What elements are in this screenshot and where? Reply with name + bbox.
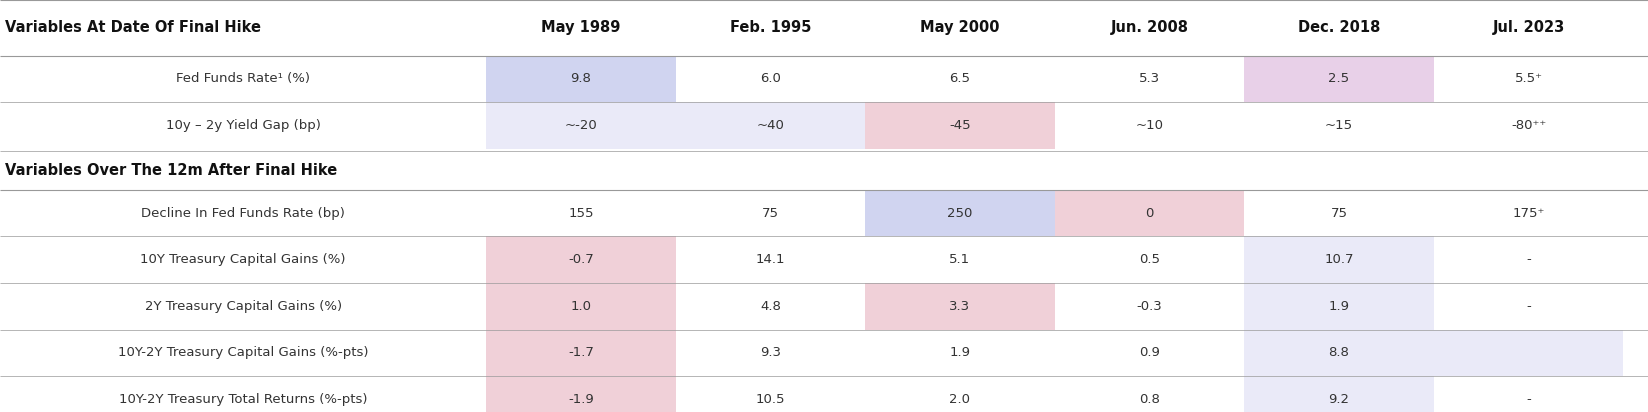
Text: 3.3: 3.3 bbox=[949, 300, 971, 313]
Text: 0.5: 0.5 bbox=[1139, 253, 1160, 266]
Text: 75: 75 bbox=[1330, 207, 1348, 220]
Text: -1.9: -1.9 bbox=[569, 393, 593, 406]
Bar bbox=[865, 190, 1055, 236]
Text: 2Y Treasury Capital Gains (%): 2Y Treasury Capital Gains (%) bbox=[145, 300, 341, 313]
Text: -45: -45 bbox=[949, 119, 971, 132]
Text: 5.5⁺: 5.5⁺ bbox=[1515, 73, 1543, 85]
Text: 5.3: 5.3 bbox=[1139, 73, 1160, 85]
Text: ~-20: ~-20 bbox=[565, 119, 597, 132]
Bar bbox=[1244, 56, 1434, 102]
Text: Decline In Fed Funds Rate (bp): Decline In Fed Funds Rate (bp) bbox=[142, 207, 344, 220]
Text: 8.8: 8.8 bbox=[1328, 346, 1350, 359]
Text: Variables At Date Of Final Hike: Variables At Date Of Final Hike bbox=[5, 20, 260, 35]
Bar bbox=[1244, 330, 1434, 376]
Bar bbox=[486, 102, 676, 149]
Text: Dec. 2018: Dec. 2018 bbox=[1299, 20, 1379, 35]
Text: -1.7: -1.7 bbox=[569, 346, 593, 359]
Text: May 2000: May 2000 bbox=[920, 20, 1000, 35]
Text: 0.8: 0.8 bbox=[1139, 393, 1160, 406]
Text: 9.8: 9.8 bbox=[570, 73, 592, 85]
Text: 1.9: 1.9 bbox=[949, 346, 971, 359]
Text: 10Y-2Y Treasury Capital Gains (%-pts): 10Y-2Y Treasury Capital Gains (%-pts) bbox=[117, 346, 369, 359]
Text: 14.1: 14.1 bbox=[756, 253, 784, 266]
Text: 6.5: 6.5 bbox=[949, 73, 971, 85]
Text: May 1989: May 1989 bbox=[541, 20, 621, 35]
Text: 10Y-2Y Treasury Total Returns (%-pts): 10Y-2Y Treasury Total Returns (%-pts) bbox=[119, 393, 368, 406]
Text: Jul. 2023: Jul. 2023 bbox=[1493, 20, 1564, 35]
Bar bbox=[486, 330, 676, 376]
Bar bbox=[865, 283, 1055, 330]
Text: -0.7: -0.7 bbox=[569, 253, 593, 266]
Bar bbox=[486, 376, 676, 412]
Text: 10Y Treasury Capital Gains (%): 10Y Treasury Capital Gains (%) bbox=[140, 253, 346, 266]
Text: 9.2: 9.2 bbox=[1328, 393, 1350, 406]
Text: 6.0: 6.0 bbox=[760, 73, 781, 85]
Text: 75: 75 bbox=[761, 207, 780, 220]
Bar bbox=[486, 283, 676, 330]
Text: 10y – 2y Yield Gap (bp): 10y – 2y Yield Gap (bp) bbox=[166, 119, 320, 132]
Text: -: - bbox=[1526, 300, 1531, 313]
Text: -: - bbox=[1526, 393, 1531, 406]
Text: ~40: ~40 bbox=[756, 119, 784, 132]
Text: 0: 0 bbox=[1145, 207, 1154, 220]
Bar bbox=[1434, 330, 1623, 376]
Text: 2.0: 2.0 bbox=[949, 393, 971, 406]
Text: ~10: ~10 bbox=[1135, 119, 1163, 132]
Text: 10.7: 10.7 bbox=[1325, 253, 1353, 266]
Text: -80⁺⁺: -80⁺⁺ bbox=[1511, 119, 1546, 132]
Bar bbox=[865, 102, 1055, 149]
Bar bbox=[676, 102, 865, 149]
Text: 10.5: 10.5 bbox=[756, 393, 784, 406]
Bar bbox=[1055, 190, 1244, 236]
Text: Feb. 1995: Feb. 1995 bbox=[730, 20, 811, 35]
Text: 175⁺: 175⁺ bbox=[1513, 207, 1544, 220]
Text: 1.9: 1.9 bbox=[1328, 300, 1350, 313]
Bar bbox=[1244, 376, 1434, 412]
Text: 4.8: 4.8 bbox=[760, 300, 781, 313]
Text: Fed Funds Rate¹ (%): Fed Funds Rate¹ (%) bbox=[176, 73, 310, 85]
Text: Jun. 2008: Jun. 2008 bbox=[1111, 20, 1188, 35]
Bar bbox=[1244, 236, 1434, 283]
Bar bbox=[1244, 283, 1434, 330]
Text: 9.3: 9.3 bbox=[760, 346, 781, 359]
Text: 0.9: 0.9 bbox=[1139, 346, 1160, 359]
Bar bbox=[486, 236, 676, 283]
Text: 1.0: 1.0 bbox=[570, 300, 592, 313]
Text: Variables Over The 12m After Final Hike: Variables Over The 12m After Final Hike bbox=[5, 163, 338, 178]
Text: -0.3: -0.3 bbox=[1137, 300, 1162, 313]
Bar bbox=[486, 56, 676, 102]
Text: 155: 155 bbox=[569, 207, 593, 220]
Text: -: - bbox=[1526, 253, 1531, 266]
Text: 2.5: 2.5 bbox=[1328, 73, 1350, 85]
Text: 250: 250 bbox=[948, 207, 972, 220]
Text: ~15: ~15 bbox=[1325, 119, 1353, 132]
Text: 5.1: 5.1 bbox=[949, 253, 971, 266]
